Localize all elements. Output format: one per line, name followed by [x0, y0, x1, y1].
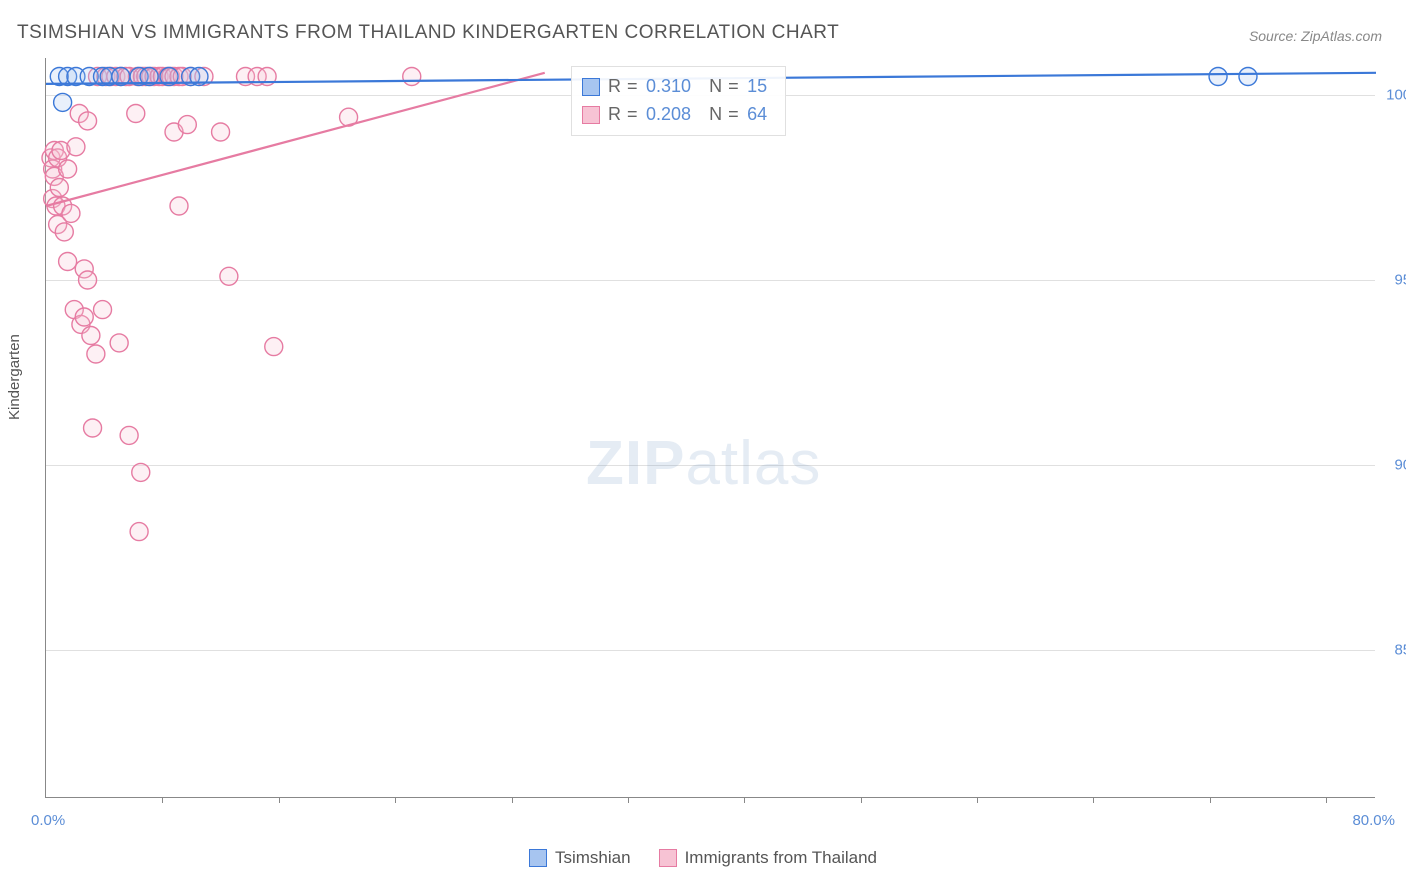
- x-tick: [162, 797, 163, 803]
- stats-row: R = 0.208 N = 64: [582, 101, 767, 129]
- scatter-point: [79, 112, 97, 130]
- scatter-plot-svg: [46, 58, 1375, 797]
- y-tick-label: 100.0%: [1386, 87, 1406, 104]
- legend-swatch: [582, 78, 600, 96]
- scatter-point: [1209, 68, 1227, 86]
- scatter-point: [1239, 68, 1257, 86]
- x-tick: [279, 797, 280, 803]
- stats-n-value: 64: [747, 101, 767, 129]
- scatter-point: [120, 426, 138, 444]
- scatter-point: [55, 223, 73, 241]
- scatter-point: [178, 116, 196, 134]
- stats-row: R = 0.310 N = 15: [582, 73, 767, 101]
- y-tick-label: 90.0%: [1394, 457, 1406, 474]
- y-axis-label: Kindergarten: [6, 334, 23, 420]
- x-tick: [1210, 797, 1211, 803]
- plot-area: 85.0%90.0%95.0%100.0% 0.0% 80.0% ZIPatla…: [45, 58, 1375, 798]
- legend-item: Immigrants from Thailand: [659, 848, 877, 868]
- x-tick: [744, 797, 745, 803]
- x-tick: [395, 797, 396, 803]
- x-tick: [628, 797, 629, 803]
- x-tick: [1093, 797, 1094, 803]
- scatter-point: [62, 204, 80, 222]
- scatter-point: [127, 105, 145, 123]
- scatter-point: [75, 308, 93, 326]
- legend-item: Tsimshian: [529, 848, 631, 868]
- scatter-point: [110, 334, 128, 352]
- scatter-point: [50, 179, 68, 197]
- stats-legend-box: R = 0.310 N = 15 R = 0.208 N = 64: [571, 66, 786, 136]
- y-tick-label: 85.0%: [1394, 642, 1406, 659]
- bottom-legend: Tsimshian Immigrants from Thailand: [0, 848, 1406, 872]
- scatter-point: [130, 523, 148, 541]
- scatter-point: [132, 463, 150, 481]
- stats-r-value: 0.208: [646, 101, 691, 129]
- scatter-point: [54, 93, 72, 111]
- stats-n-value: 15: [747, 73, 767, 101]
- legend-label: Immigrants from Thailand: [685, 848, 877, 868]
- scatter-point: [59, 160, 77, 178]
- chart-title: TSIMSHIAN VS IMMIGRANTS FROM THAILAND KI…: [17, 22, 839, 44]
- stats-n-label: N =: [709, 73, 739, 101]
- scatter-point: [403, 68, 421, 86]
- scatter-point: [212, 123, 230, 141]
- y-tick-label: 95.0%: [1394, 272, 1406, 289]
- stats-r-label: R =: [608, 73, 638, 101]
- scatter-point: [59, 253, 77, 271]
- scatter-point: [67, 138, 85, 156]
- scatter-point: [87, 345, 105, 363]
- scatter-point: [220, 267, 238, 285]
- legend-swatch: [529, 849, 547, 867]
- scatter-point: [170, 197, 188, 215]
- legend-label: Tsimshian: [555, 848, 631, 868]
- source-label: Source: ZipAtlas.com: [1249, 28, 1382, 44]
- scatter-point: [94, 301, 112, 319]
- legend-swatch: [659, 849, 677, 867]
- legend-swatch: [582, 106, 600, 124]
- stats-r-value: 0.310: [646, 73, 691, 101]
- scatter-point: [82, 327, 100, 345]
- stats-r-label: R =: [608, 101, 638, 129]
- trend-line: [46, 73, 545, 206]
- scatter-point: [84, 419, 102, 437]
- x-tick: [1326, 797, 1327, 803]
- scatter-point: [79, 271, 97, 289]
- stats-n-label: N =: [709, 101, 739, 129]
- x-axis-max-label: 80.0%: [1352, 812, 1395, 829]
- scatter-point: [265, 338, 283, 356]
- x-tick: [977, 797, 978, 803]
- x-tick: [861, 797, 862, 803]
- x-axis-min-label: 0.0%: [31, 812, 65, 829]
- x-tick: [512, 797, 513, 803]
